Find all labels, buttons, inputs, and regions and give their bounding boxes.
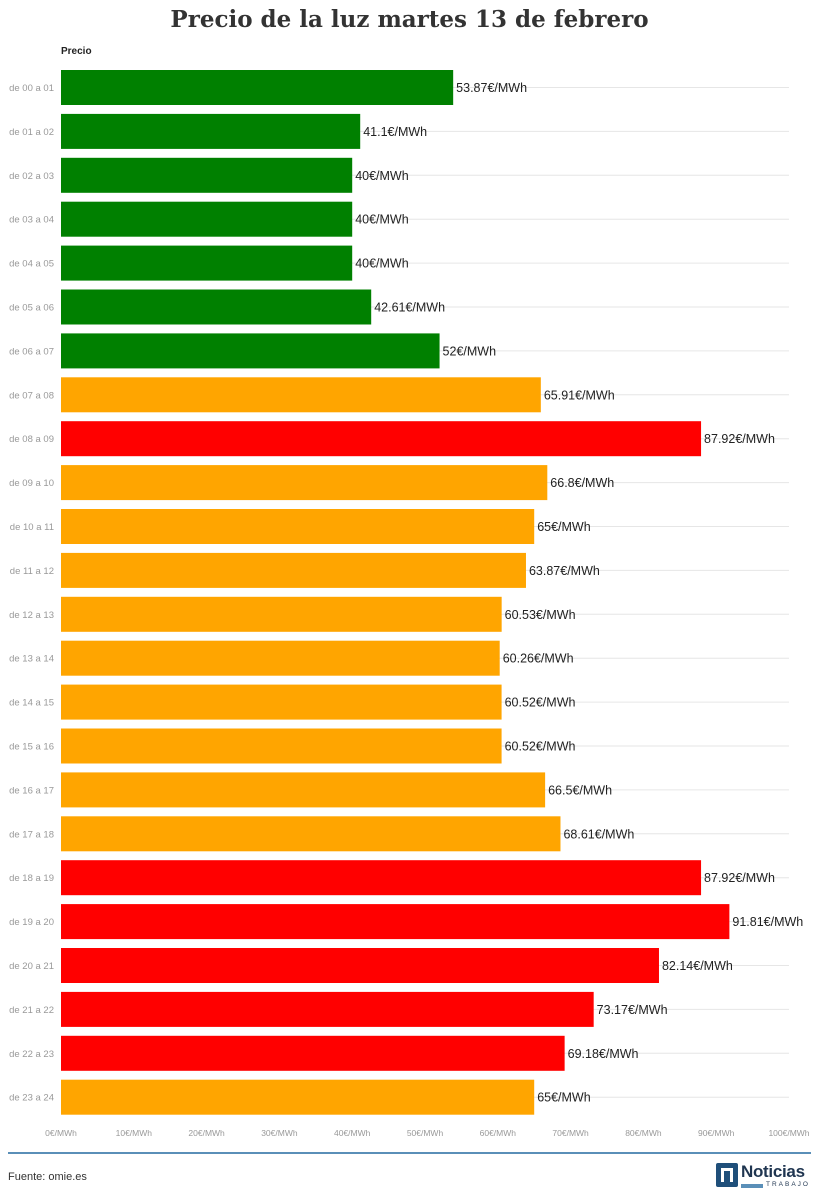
- value-label: 60.52€/MWh: [505, 696, 576, 710]
- value-label: 60.26€/MWh: [503, 652, 574, 666]
- category-label: de 22 a 23: [9, 1049, 54, 1060]
- bar: [61, 157, 353, 193]
- category-label: de 06 a 07: [9, 346, 54, 357]
- value-label: 87.92€/MWh: [704, 432, 775, 446]
- bar: [61, 596, 502, 632]
- category-label: de 17 a 18: [9, 829, 54, 840]
- category-label: de 05 a 06: [9, 303, 54, 314]
- bar: [61, 333, 440, 369]
- bar: [61, 113, 361, 149]
- bar: [61, 860, 702, 896]
- bar: [61, 772, 546, 808]
- value-label: 82.14€/MWh: [662, 959, 733, 973]
- value-label: 40€/MWh: [355, 213, 409, 227]
- value-label: 66.8€/MWh: [550, 476, 614, 490]
- logo-name: Noticias: [741, 1162, 805, 1181]
- bar: [61, 201, 353, 237]
- value-label: 63.87€/MWh: [529, 564, 600, 578]
- x-tick-label: 50€/MWh: [407, 1128, 444, 1138]
- category-label: de 02 a 03: [9, 171, 54, 182]
- category-label: de 10 a 11: [10, 522, 54, 533]
- bar-chart: de 00 a 01 53.87€/MWh de 01 a 02 41.1€/MWh d…: [9, 70, 810, 1138]
- category-label: de 03 a 04: [9, 215, 54, 226]
- category-label: de 11 a 12: [10, 566, 54, 577]
- bar: [61, 465, 548, 501]
- footer-divider: [8, 1152, 811, 1154]
- bar: [61, 509, 535, 544]
- logo-n-icon: [716, 1163, 738, 1187]
- source-note: Fuente: omie.es: [8, 1171, 87, 1183]
- x-tick-label: 60€/MWh: [480, 1128, 517, 1138]
- bar: [61, 728, 502, 764]
- category-label: de 20 a 21: [9, 961, 54, 972]
- value-label: 42.61€/MWh: [374, 301, 445, 315]
- bar: [61, 552, 526, 588]
- category-label: de 21 a 22: [9, 1005, 54, 1016]
- category-label: de 09 a 10: [9, 478, 54, 489]
- bar: [61, 991, 594, 1027]
- category-label: de 18 a 19: [9, 873, 54, 884]
- value-label: 65€/MWh: [537, 1091, 591, 1105]
- category-label: de 15 a 16: [9, 742, 54, 753]
- value-label: 66.5€/MWh: [548, 783, 612, 797]
- category-label: de 23 a 24: [9, 1093, 54, 1104]
- value-label: 40€/MWh: [355, 169, 409, 183]
- category-label: de 07 a 08: [9, 390, 54, 401]
- value-label: 69.18€/MWh: [568, 1047, 639, 1061]
- category-label: de 12 a 13: [9, 610, 54, 621]
- bar: [61, 640, 500, 676]
- logo-subtitle: TRABAJO: [766, 1181, 810, 1188]
- x-tick-label: 20€/MWh: [188, 1128, 225, 1138]
- category-label: de 04 a 05: [9, 259, 54, 270]
- category-label: de 16 a 17: [9, 785, 54, 796]
- x-tick-label: 40€/MWh: [334, 1128, 371, 1138]
- bar: [61, 421, 702, 457]
- series-label: Precio: [61, 46, 92, 57]
- bar: [61, 1079, 535, 1115]
- chart-title: Precio de la luz martes 13 de febrero: [170, 6, 649, 33]
- value-label: 52€/MWh: [443, 344, 497, 358]
- x-tick-label: 0€/MWh: [45, 1128, 77, 1138]
- x-tick-label: 100€/MWh: [768, 1128, 809, 1138]
- bar: [61, 684, 502, 720]
- value-label: 40€/MWh: [355, 257, 409, 271]
- bar: [61, 904, 730, 940]
- bar: [61, 1035, 565, 1071]
- value-label: 60.52€/MWh: [505, 740, 576, 754]
- value-label: 73.17€/MWh: [597, 1003, 668, 1017]
- value-label: 65€/MWh: [537, 520, 591, 534]
- value-label: 53.87€/MWh: [456, 81, 527, 95]
- x-tick-label: 10€/MWh: [116, 1128, 153, 1138]
- x-tick-label: 80€/MWh: [625, 1128, 662, 1138]
- bar: [61, 70, 454, 105]
- value-label: 87.92€/MWh: [704, 871, 775, 885]
- x-tick-label: 70€/MWh: [552, 1128, 589, 1138]
- category-label: de 01 a 02: [9, 127, 54, 138]
- value-label: 41.1€/MWh: [363, 125, 427, 139]
- noticias-trabajo-logo[interactable]: Noticias TRABAJO: [716, 1162, 812, 1191]
- category-label: de 14 a 15: [9, 698, 54, 709]
- bar: [61, 289, 372, 325]
- category-label: de 19 a 20: [9, 917, 54, 928]
- bar: [61, 948, 659, 983]
- category-label: de 08 a 09: [9, 434, 54, 445]
- x-tick-label: 30€/MWh: [261, 1128, 298, 1138]
- value-label: 65.91€/MWh: [544, 388, 615, 402]
- value-label: 68.61€/MWh: [563, 827, 634, 841]
- bar: [61, 816, 561, 852]
- x-tick-label: 90€/MWh: [698, 1128, 735, 1138]
- category-label: de 00 a 01: [9, 83, 54, 94]
- value-label: 91.81€/MWh: [732, 915, 803, 929]
- category-label: de 13 a 14: [9, 654, 54, 665]
- logo-accent-bar: [741, 1184, 763, 1188]
- bar: [61, 377, 541, 413]
- value-label: 60.53€/MWh: [505, 608, 576, 622]
- bar: [61, 245, 353, 281]
